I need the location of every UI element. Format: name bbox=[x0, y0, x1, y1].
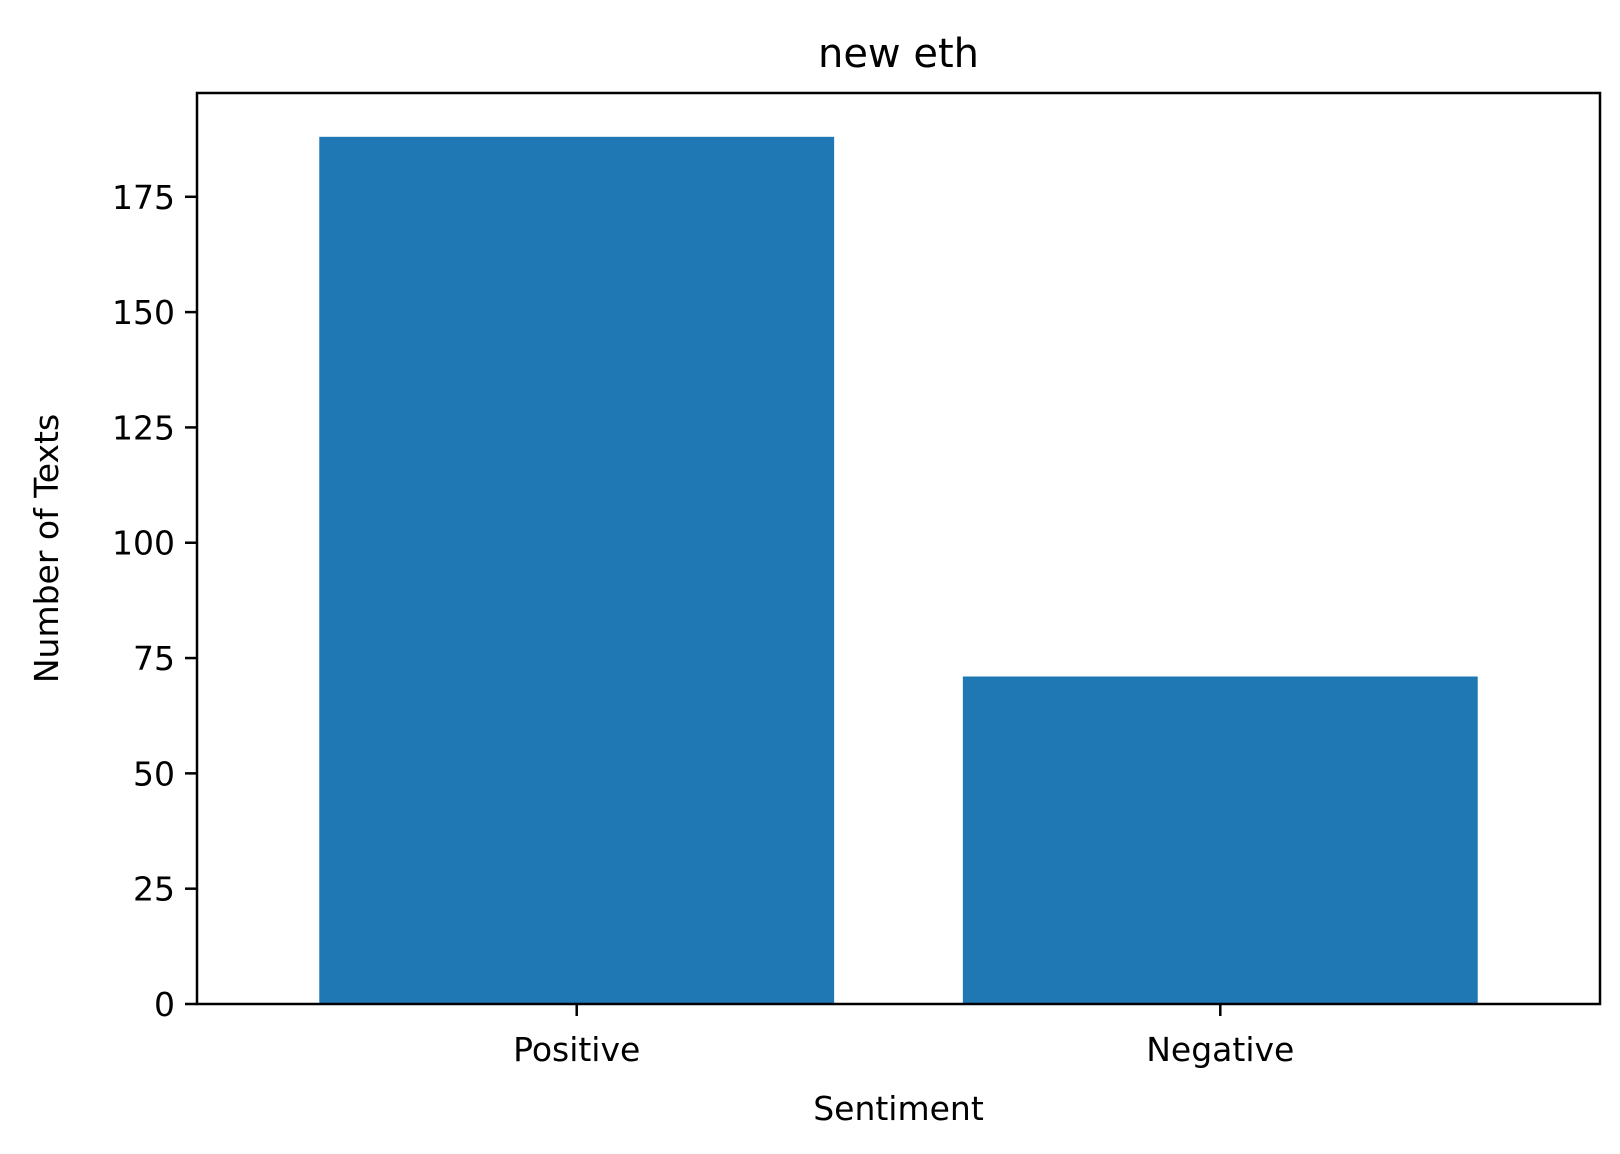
y-axis-ticks: 0 25 50 75 100 125 150 175 bbox=[112, 178, 197, 1024]
y-axis-label: Number of Texts bbox=[27, 414, 66, 683]
bar-positive bbox=[319, 136, 835, 1004]
y-tick-label: 25 bbox=[133, 870, 175, 909]
plot-frame bbox=[195, 91, 1602, 1006]
x-axis-label: Sentiment bbox=[813, 1089, 984, 1128]
chart-title: new eth bbox=[818, 31, 979, 77]
x-tick-label-negative: Negative bbox=[1146, 1030, 1294, 1069]
x-tick-label-positive: Positive bbox=[513, 1030, 640, 1069]
y-tick-label: 150 bbox=[112, 293, 175, 332]
y-tick-label: 50 bbox=[133, 754, 175, 793]
y-tick-label: 75 bbox=[133, 639, 175, 678]
bars-group bbox=[319, 136, 1478, 1004]
y-tick-label: 0 bbox=[154, 985, 175, 1024]
bar-negative bbox=[962, 676, 1478, 1004]
y-tick-label: 175 bbox=[112, 178, 175, 217]
x-axis-ticks: Positive Negative bbox=[513, 1004, 1294, 1069]
y-tick-label: 100 bbox=[112, 524, 175, 563]
y-tick-label: 125 bbox=[112, 408, 175, 447]
